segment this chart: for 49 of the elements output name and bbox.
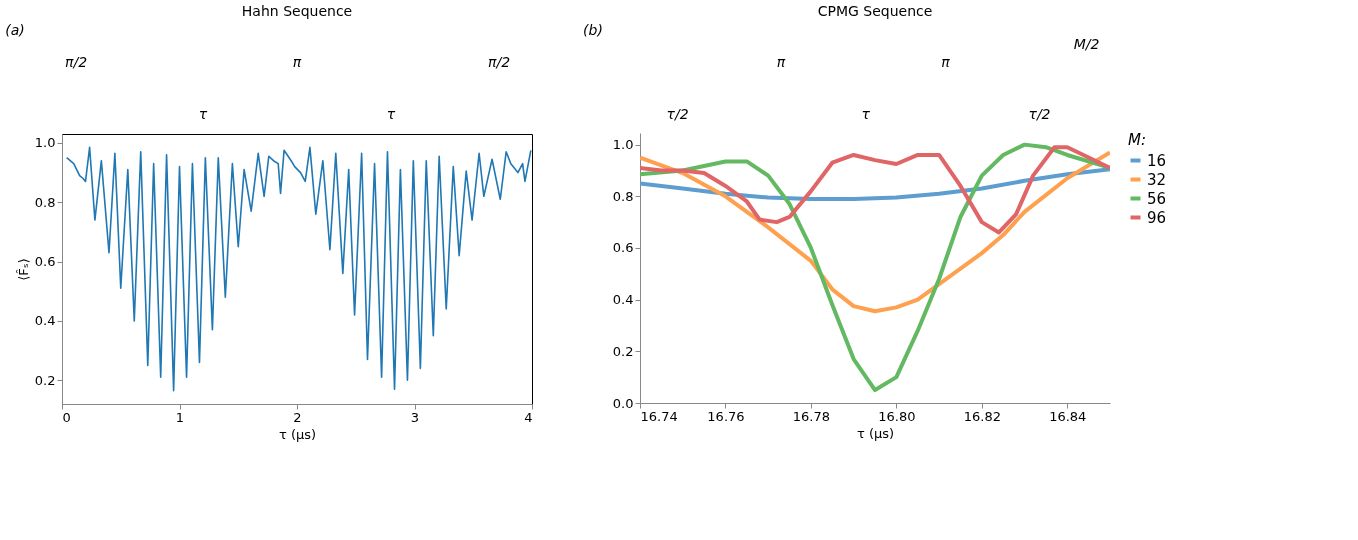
x-tick-label: 16.84 [1049, 408, 1087, 424]
legend-label: 16 [1147, 151, 1167, 170]
text: τ [198, 106, 208, 122]
text: τ/2 [666, 106, 689, 122]
y-tick-label: 0.8 [34, 194, 56, 210]
x-tick-label: 16.76 [707, 408, 745, 424]
y-tick-label: 0.8 [612, 188, 634, 204]
x-axis-title: τ (μs) [278, 426, 317, 442]
y-tick-label: 1.0 [612, 137, 634, 153]
legend-label: 96 [1147, 208, 1167, 227]
x-tick-label: 16.80 [878, 408, 916, 424]
y-tick-label: 1.0 [34, 135, 56, 151]
line-series [640, 142, 1110, 393]
y-tick-label: 0.2 [34, 372, 56, 388]
legend-label: 32 [1147, 170, 1167, 189]
text: τ [861, 106, 871, 122]
line-series [640, 145, 1110, 235]
text: (b) [583, 22, 603, 38]
x-tick-label: 1 [175, 409, 185, 425]
text: M/2 [1073, 36, 1100, 52]
y-tick-label: 0.4 [34, 313, 56, 329]
y-tick-label: 0.6 [34, 254, 56, 270]
text: τ [386, 106, 396, 122]
x-tick-label: 16.82 [963, 408, 1001, 424]
text: π/2 [65, 54, 88, 70]
y-tick-label: 0.6 [612, 240, 634, 256]
x-tick-label: 3 [410, 409, 420, 425]
text: π/2 [488, 54, 511, 70]
legend-title: M: [1128, 131, 1146, 149]
x-tick-label: 16.74 [640, 408, 678, 424]
y-axis-title: ⟨F̂ₛ⟩ [15, 258, 31, 281]
legend-label: 56 [1147, 189, 1167, 208]
y-tick-label: 0.2 [612, 343, 634, 359]
text: τ/2 [1028, 106, 1051, 122]
x-axis-title: τ (μs) [856, 425, 895, 441]
x-tick-label: 16.78 [792, 408, 831, 424]
chart-title: CPMG Sequence [817, 3, 933, 19]
chart-title: Hahn Sequence [241, 3, 353, 19]
text: π [776, 54, 786, 70]
y-tick-label: 0.0 [612, 395, 634, 411]
text: π [941, 54, 951, 70]
line-series [640, 150, 1110, 314]
x-tick-label: 2 [293, 409, 302, 425]
line-series [65, 146, 532, 392]
x-tick-label: 4 [524, 409, 533, 425]
text: π [292, 54, 302, 70]
x-tick-label: 0 [62, 409, 71, 425]
y-tick-label: 0.4 [612, 292, 634, 308]
text: (a) [5, 22, 25, 38]
